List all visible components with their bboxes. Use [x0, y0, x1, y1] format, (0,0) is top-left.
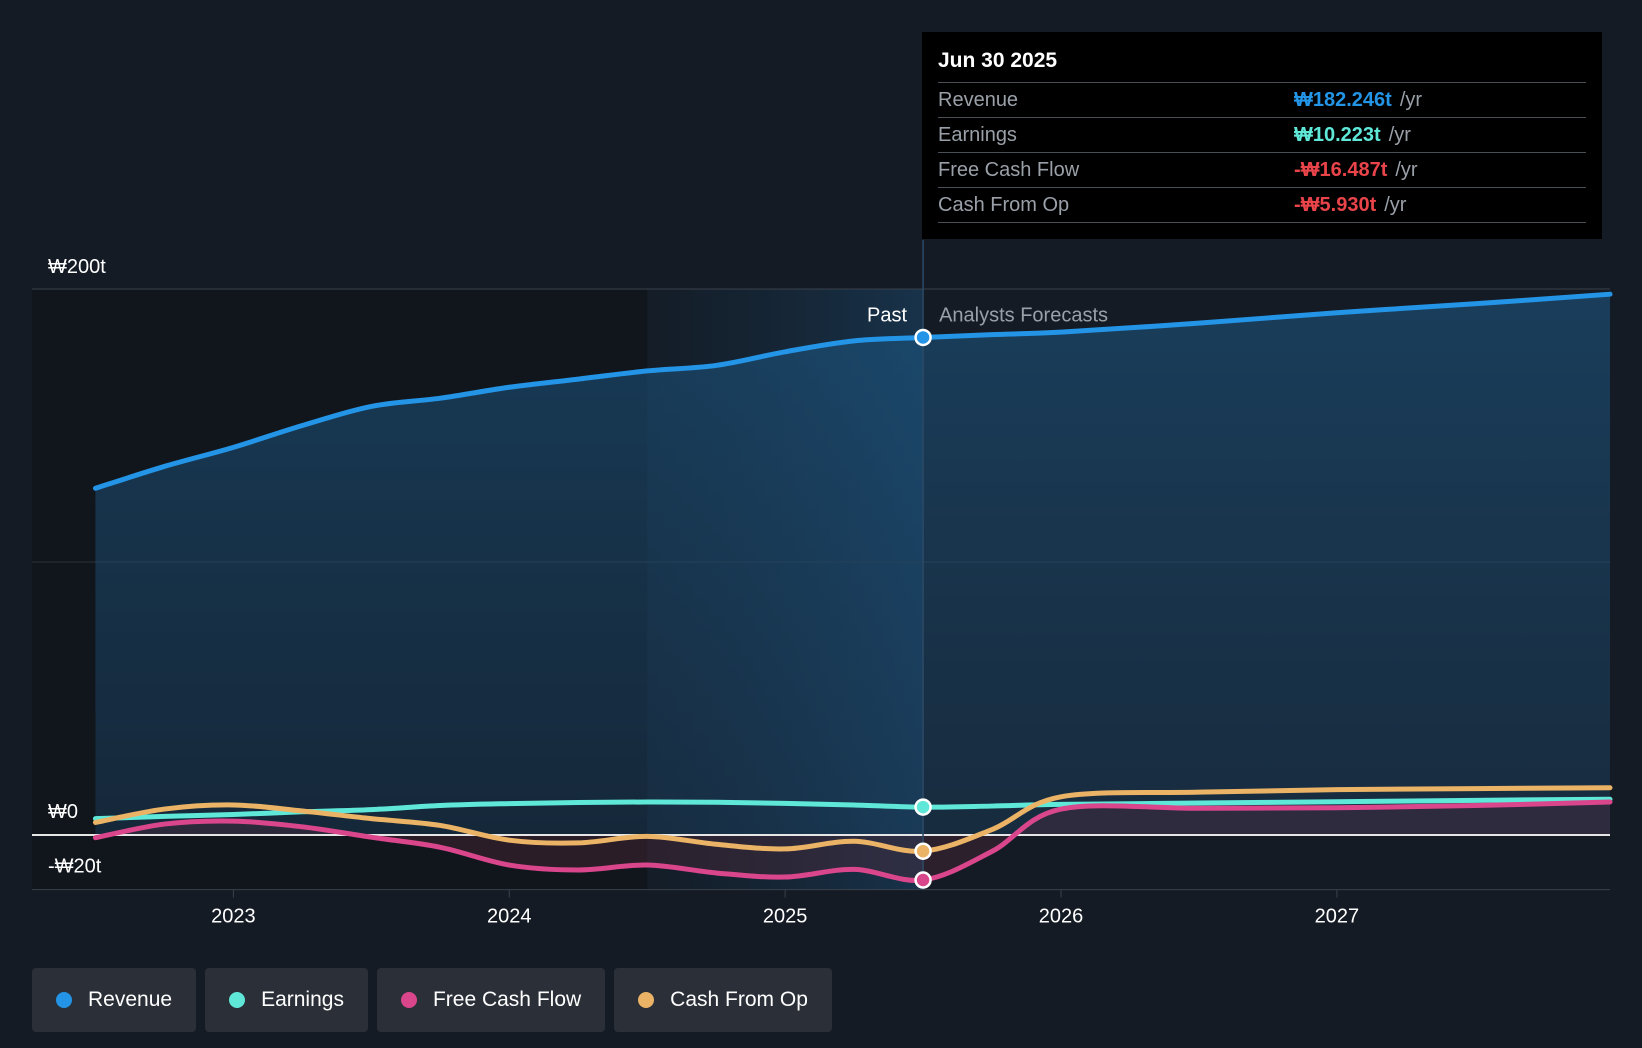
series-line-revenue	[92, 291, 1613, 491]
legend-item-free-cash-flow[interactable]: Free Cash Flow	[376, 968, 606, 1032]
tooltip-label: Cash From Op	[938, 194, 1070, 216]
tooltip-unit: /yr	[1384, 194, 1407, 216]
legend-label: Cash From Op	[670, 988, 808, 1011]
y-axis-label: ₩0	[48, 801, 78, 823]
legend-item-revenue[interactable]: Revenue	[32, 968, 197, 1032]
legend-label: Revenue	[88, 988, 173, 1011]
legend-dot-icon	[638, 992, 655, 1008]
tooltip-row-revenue: Revenue ₩182.246t /yr	[938, 82, 1586, 117]
tooltip-label: Revenue	[938, 89, 1019, 111]
tooltip-date: Jun 30 2025	[938, 49, 1058, 72]
x-axis-label: 2024	[487, 906, 532, 928]
past-label: Past	[867, 304, 907, 326]
tooltip-value: -₩16.487t	[1294, 159, 1388, 181]
legend-label: Earnings	[261, 988, 344, 1011]
marker-earnings	[914, 798, 932, 816]
marker-free-cash-flow	[914, 871, 932, 889]
tooltip-unit: /yr	[1399, 89, 1423, 111]
tooltip-row-free-cash-flow: Free Cash Flow -₩16.487t /yr	[938, 152, 1586, 187]
tooltip-value: -₩5.930t	[1294, 194, 1377, 216]
marker-cash-from-op	[914, 842, 932, 860]
tooltip-unit: /yr	[1395, 159, 1418, 181]
tooltip-unit: /yr	[1388, 124, 1411, 146]
tooltip-panel: Jun 30 2025 Revenue ₩182.246t /yr Earnin…	[922, 32, 1602, 239]
legend-label: Free Cash Flow	[432, 988, 582, 1011]
legend: Revenue Earnings Free Cash Flow Cash Fro…	[32, 968, 832, 1032]
tooltip-row-cash-from-op: Cash From Op -₩5.930t /yr	[938, 187, 1586, 223]
revenue-area	[95, 294, 1610, 835]
forecast-label: Analysts Forecasts	[939, 304, 1108, 326]
legend-dot-icon	[400, 992, 417, 1008]
y-axis-label: ₩200t	[48, 256, 106, 278]
tooltip-label: Earnings	[938, 124, 1017, 146]
y-axis-label: -₩20t	[48, 856, 102, 878]
x-axis-label: 2025	[763, 906, 808, 928]
tooltip-label: Free Cash Flow	[938, 159, 1080, 181]
tooltip-value: ₩10.223t	[1294, 124, 1381, 146]
legend-item-earnings[interactable]: Earnings	[205, 968, 368, 1032]
series-line-cash-from-op	[92, 785, 1613, 854]
x-axis-label: 2023	[211, 906, 256, 928]
tooltip-value: ₩182.246t	[1294, 89, 1392, 111]
marker-revenue	[914, 328, 932, 347]
legend-item-cash-from-op[interactable]: Cash From Op	[614, 968, 832, 1032]
tooltip-row-earnings: Earnings ₩10.223t /yr	[938, 117, 1586, 152]
x-axis-label: 2027	[1315, 906, 1360, 928]
legend-dot-icon	[56, 992, 72, 1008]
x-axis-label: 2026	[1039, 906, 1084, 928]
series-line-free-cash-flow	[92, 799, 1613, 883]
legend-dot-icon	[229, 992, 246, 1008]
